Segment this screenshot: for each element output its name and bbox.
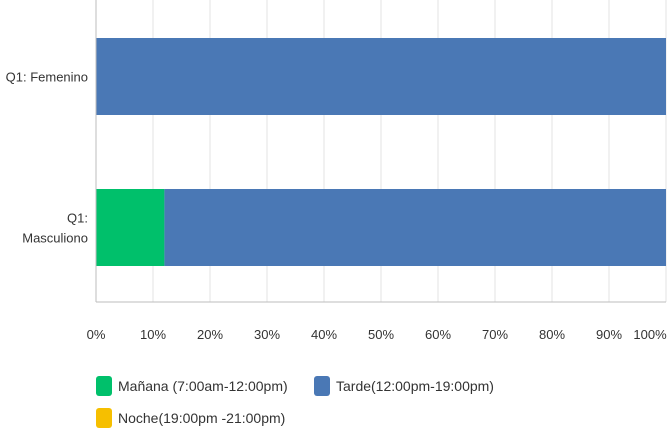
bar-segment — [164, 189, 666, 266]
legend-swatch — [96, 376, 112, 396]
legend-swatch — [314, 376, 330, 396]
y-category-label: Q1: Femenino — [6, 70, 88, 85]
legend-label: Tarde(12:00pm-19:00pm) — [336, 378, 494, 394]
x-tick-label: 30% — [254, 327, 280, 342]
x-tick-label: 20% — [197, 327, 223, 342]
legend-item: Tarde(12:00pm-19:00pm) — [314, 376, 494, 396]
x-tick-label: 0% — [87, 327, 106, 342]
x-tick-label: 90% — [596, 327, 622, 342]
bar-segment — [96, 38, 666, 115]
bars — [96, 38, 666, 266]
bar-chart: 0% 10% 20% 30% 40% 50% 60% 70% 80% 90% 100% Q1: Fem… — [6, 0, 667, 342]
y-category-label: Masculiono — [22, 231, 88, 246]
x-tick-label: 70% — [482, 327, 508, 342]
x-tick-label: 50% — [368, 327, 394, 342]
x-tick-label: 40% — [311, 327, 337, 342]
bar-segment — [96, 189, 165, 266]
legend-item: Mañana (7:00am-12:00pm) — [96, 376, 288, 396]
legend-item: Noche(19:00pm -21:00pm) — [96, 408, 285, 428]
legend-label: Noche(19:00pm -21:00pm) — [118, 410, 286, 426]
x-tick-label: 60% — [425, 327, 451, 342]
x-tick-label: 100% — [633, 327, 667, 342]
axes: 0% 10% 20% 30% 40% 50% 60% 70% 80% 90% 100% Q1: Fem… — [6, 0, 667, 342]
x-tick-label: 80% — [539, 327, 565, 342]
legend-swatch — [96, 408, 112, 428]
x-tick-label: 10% — [140, 327, 166, 342]
legend-label: Mañana (7:00am-12:00pm) — [118, 378, 288, 394]
y-category-label: Q1: — [67, 211, 88, 226]
